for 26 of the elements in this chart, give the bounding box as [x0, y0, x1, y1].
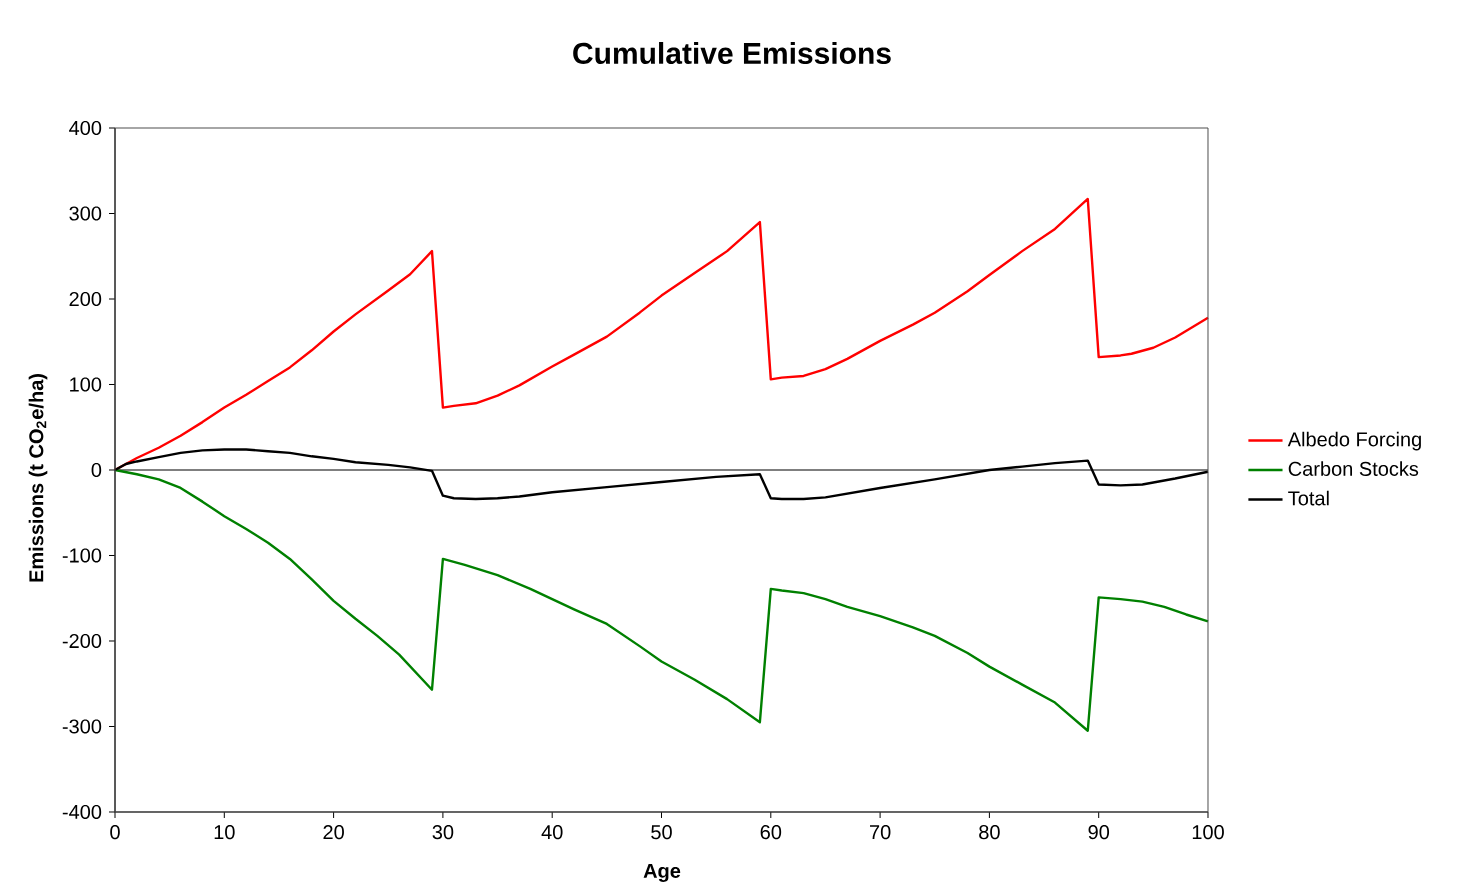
- x-tick-label: 40: [541, 825, 563, 840]
- y-tick-label: 400: [69, 120, 102, 136]
- x-tick-label: 60: [760, 825, 782, 840]
- x-tick-label: 90: [1088, 825, 1110, 840]
- y-tick-label: -100: [62, 548, 102, 563]
- x-tick-label: 80: [979, 825, 1000, 840]
- y-tick-label: -300: [62, 719, 102, 734]
- x-tick-label: 20: [323, 825, 344, 840]
- legend-label: Total: [1288, 490, 1329, 506]
- legend-label: Albedo Forcing: [1287, 431, 1421, 451]
- y-axis-title: Emissions (t CO$_{2}$e/ha): [28, 374, 48, 582]
- x-tick-label: 70: [870, 825, 891, 840]
- y-tick-label: -400: [62, 804, 102, 820]
- x-tick-label: 0: [110, 825, 120, 840]
- x-axis-title: Age: [643, 863, 681, 882]
- y-tick-label: -200: [62, 633, 102, 649]
- y-tick-label: 300: [69, 206, 102, 221]
- x-tick-label: 50: [651, 825, 672, 840]
- y-tick-label: 200: [69, 291, 102, 307]
- x-tick-label: 10: [214, 825, 235, 840]
- y-tick-label: 0: [91, 462, 102, 478]
- chart-title: Cumulative Emissions: [573, 41, 891, 64]
- x-tick-label: 30: [432, 825, 454, 840]
- y-tick-label: 100: [70, 377, 102, 392]
- x-tick-label: 100: [1192, 825, 1224, 840]
- legend-label: Carbon Stocks: [1288, 461, 1419, 476]
